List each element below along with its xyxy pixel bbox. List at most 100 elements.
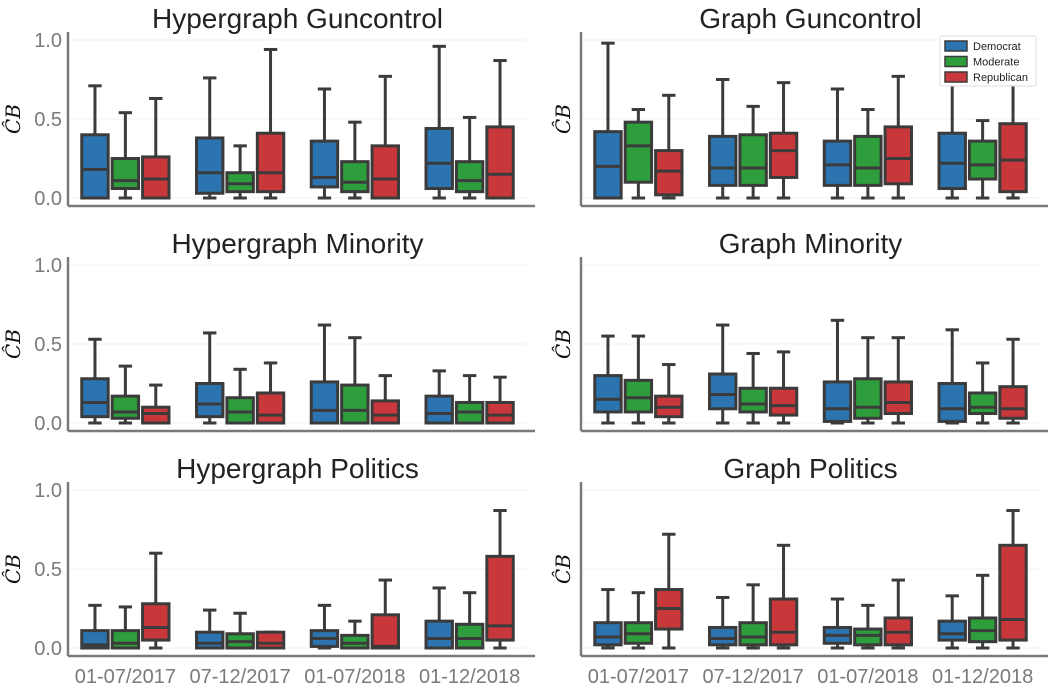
box-iqr	[340, 383, 370, 425]
box-republican	[141, 383, 171, 425]
box-iqr	[623, 120, 654, 184]
box-iqr	[424, 126, 454, 191]
box-moderate	[225, 367, 255, 425]
y-tick-label: 1.0	[34, 480, 62, 502]
box-democrat	[593, 588, 623, 650]
legend: Democrat Moderate Republican	[939, 35, 1037, 87]
box-iqr	[768, 597, 799, 647]
box-republican	[654, 93, 684, 200]
box-democrat	[822, 597, 853, 650]
box-democrat	[424, 369, 454, 425]
box-iqr	[370, 144, 400, 200]
box-iqr	[708, 372, 738, 411]
box-republican	[485, 509, 515, 650]
box-iqr	[708, 625, 738, 647]
box-moderate	[623, 108, 654, 200]
box-moderate	[623, 591, 654, 650]
box-iqr	[110, 394, 141, 420]
box-democrat	[822, 318, 853, 425]
box-iqr	[80, 133, 110, 200]
box-iqr	[370, 613, 400, 650]
box-iqr	[141, 405, 171, 425]
panel-hypergraph-minority: Hypergraph Minority 0.0 0.5 1.0 ĈB	[0, 228, 535, 435]
box-iqr	[485, 125, 515, 200]
box-moderate	[853, 603, 883, 650]
y-tick-label: 1.0	[34, 30, 62, 52]
box-democrat	[309, 603, 340, 650]
panel-graph-politics: Graph Politics ĈB 01-07/2017 07-12/2017 01-0…	[550, 453, 1048, 688]
box-iqr	[110, 629, 141, 650]
box-moderate	[110, 111, 141, 200]
panel-title: Graph Politics	[723, 453, 897, 484]
box-democrat	[309, 87, 340, 200]
x-tick-label: 01-07/2018	[304, 666, 405, 688]
box-iqr	[937, 619, 967, 642]
box-democrat	[593, 41, 623, 200]
box-iqr	[225, 171, 255, 194]
box-republican	[370, 578, 400, 650]
box-moderate	[454, 374, 485, 425]
box-iqr	[485, 400, 515, 425]
box-democrat	[424, 586, 454, 650]
box-iqr	[225, 396, 255, 425]
y-axis-label: ĈB	[550, 329, 575, 359]
box-iqr	[485, 554, 515, 642]
box-iqr	[967, 391, 998, 416]
box-moderate	[967, 119, 998, 200]
legend-swatch-democrat	[944, 40, 968, 52]
box-iqr	[593, 374, 623, 414]
box-iqr	[822, 139, 853, 187]
panel-graph-guncontrol: Graph Guncontrol ĈB	[550, 3, 1048, 208]
box-moderate	[110, 605, 141, 650]
box-iqr	[195, 136, 225, 195]
box-democrat	[195, 76, 225, 200]
box-republican	[485, 375, 515, 425]
box-iqr	[967, 139, 998, 181]
box-republican	[998, 337, 1028, 425]
box-democrat	[195, 331, 225, 425]
box-moderate	[454, 591, 485, 650]
box-moderate	[225, 611, 255, 650]
legend-swatch-moderate	[944, 55, 968, 68]
box-iqr	[593, 621, 623, 647]
y-axis-label: ĈB	[0, 104, 25, 134]
box-iqr	[80, 377, 110, 419]
box-moderate	[340, 120, 370, 200]
box-iqr	[853, 377, 883, 420]
box-iqr	[883, 380, 913, 416]
box-iqr	[340, 633, 370, 650]
box-iqr	[768, 131, 799, 179]
box-moderate	[225, 144, 255, 200]
panel-hypergraph-guncontrol: Hypergraph Guncontrol 0.0 0.5 1.0 ĈB	[0, 3, 535, 210]
box-iqr	[937, 131, 967, 191]
box-republican	[255, 47, 286, 200]
box-republican	[255, 630, 286, 650]
x-tick-label: 01-07/2017	[588, 666, 689, 688]
box-democrat	[708, 595, 738, 650]
box-iqr	[738, 386, 768, 414]
box-moderate	[738, 583, 768, 650]
box-moderate	[853, 336, 883, 425]
box-iqr	[738, 621, 768, 647]
y-tick-label: 0.0	[34, 413, 62, 435]
box-iqr	[738, 133, 768, 187]
box-democrat	[309, 323, 340, 425]
box-republican	[883, 74, 913, 200]
box-democrat	[937, 328, 967, 425]
y-tick-label: 0.0	[34, 188, 62, 210]
x-tick-label: 07-12/2017	[190, 666, 291, 688]
box-iqr	[309, 139, 340, 189]
box-democrat	[195, 608, 225, 650]
box-moderate	[853, 108, 883, 200]
box-iqr	[623, 378, 654, 414]
box-moderate	[110, 364, 141, 425]
panel-graph-minority: Graph Minority ĈB	[550, 228, 1048, 433]
box-iqr	[454, 622, 485, 650]
box-iqr	[255, 630, 286, 650]
box-moderate	[340, 619, 370, 650]
box-iqr	[110, 157, 141, 191]
x-tick-label: 07-12/2017	[703, 666, 804, 688]
box-moderate	[967, 573, 998, 650]
box-iqr	[853, 134, 883, 187]
